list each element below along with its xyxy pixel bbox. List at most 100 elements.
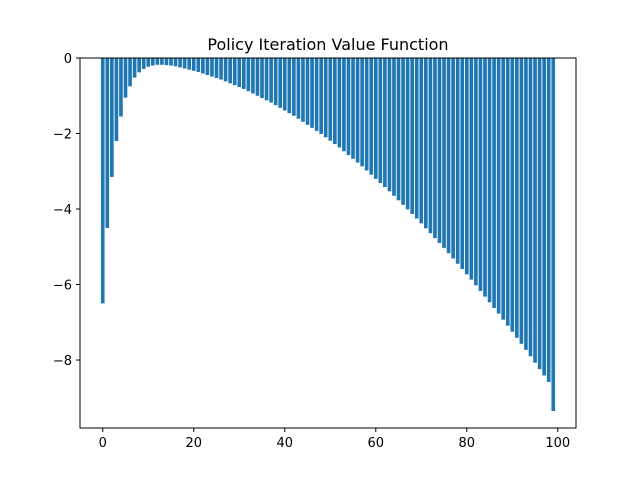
x-tick-label: 60 xyxy=(368,436,385,451)
bar-9 xyxy=(141,58,146,69)
bar-36 xyxy=(264,58,269,101)
bar-93 xyxy=(524,58,528,350)
bar-72 xyxy=(428,58,433,234)
bar-26 xyxy=(219,58,223,80)
bar-47 xyxy=(314,58,319,131)
bar-14 xyxy=(164,58,169,66)
bar-0 xyxy=(100,58,105,304)
bar-73 xyxy=(433,58,437,239)
bar-65 xyxy=(396,58,401,201)
bar-88 xyxy=(501,58,506,320)
bar-22 xyxy=(201,58,205,74)
bar-79 xyxy=(460,58,465,270)
bar-41 xyxy=(287,58,292,114)
bar-64 xyxy=(392,58,396,196)
bar-83 xyxy=(478,58,483,291)
bar-40 xyxy=(282,58,287,111)
plot-frame xyxy=(79,57,577,429)
bar-49 xyxy=(323,58,328,138)
bar-46 xyxy=(310,58,314,128)
bar-33 xyxy=(251,58,255,94)
bar-59 xyxy=(369,58,374,175)
x-axis-ticks: 0 20 40 60 80 100 xyxy=(99,428,570,451)
bar-62 xyxy=(383,58,387,188)
bar-12 xyxy=(155,58,160,65)
bar-28 xyxy=(228,58,232,84)
bar-84 xyxy=(483,58,487,297)
bar-37 xyxy=(269,58,273,103)
bar-66 xyxy=(401,58,405,205)
bar-78 xyxy=(455,58,460,264)
bar-25 xyxy=(214,58,219,79)
bar-80 xyxy=(464,58,469,275)
bar-21 xyxy=(196,58,201,72)
bar-87 xyxy=(496,58,501,314)
bar-58 xyxy=(364,58,369,171)
chart-title: Policy Iteration Value Function xyxy=(207,35,448,54)
bar-89 xyxy=(505,58,510,326)
bar-45 xyxy=(305,58,310,125)
bar-20 xyxy=(191,58,196,71)
y-axis-ticks: 0 −2 −4 −6 −8 xyxy=(53,52,80,369)
bar-61 xyxy=(378,58,383,183)
bar-1 xyxy=(105,58,110,228)
bar-11 xyxy=(150,58,155,66)
bar-50 xyxy=(328,58,333,141)
y-tick-label: −4 xyxy=(53,203,72,218)
bar-51 xyxy=(333,58,337,145)
x-tick-label: 20 xyxy=(185,436,202,451)
bar-69 xyxy=(414,58,419,219)
y-tick-label: −8 xyxy=(53,354,72,369)
bar-60 xyxy=(373,58,378,179)
bar-44 xyxy=(301,58,305,122)
bar-29 xyxy=(232,58,237,86)
y-tick-label: −2 xyxy=(53,128,72,143)
bar-24 xyxy=(210,58,214,77)
bar-18 xyxy=(182,58,187,69)
bar-48 xyxy=(319,58,323,134)
bar-55 xyxy=(351,58,355,159)
bar-19 xyxy=(187,58,192,70)
bar-76 xyxy=(446,58,451,254)
x-tick-label: 40 xyxy=(276,436,293,451)
bar-77 xyxy=(451,58,455,259)
bar-30 xyxy=(237,58,242,88)
bar-23 xyxy=(205,58,210,75)
x-tick-label: 80 xyxy=(459,436,476,451)
bar-91 xyxy=(515,58,519,338)
bar-57 xyxy=(360,58,364,167)
bar-10 xyxy=(146,58,151,67)
bar-32 xyxy=(246,58,251,92)
bar-95 xyxy=(533,58,537,363)
bar-85 xyxy=(487,58,492,303)
bar-42 xyxy=(292,58,296,116)
bar-52 xyxy=(337,58,342,148)
bar-43 xyxy=(296,58,301,119)
y-tick-label: 0 xyxy=(64,52,72,67)
x-tick-label: 0 xyxy=(99,436,107,451)
bar-81 xyxy=(469,58,474,280)
bar-99 xyxy=(551,58,556,412)
bar-90 xyxy=(510,58,515,332)
bar-94 xyxy=(528,58,533,357)
bars-group xyxy=(100,58,556,412)
bar-82 xyxy=(474,58,478,286)
bar-67 xyxy=(405,58,410,210)
bar-7 xyxy=(132,58,137,78)
bar-75 xyxy=(442,58,446,248)
bar-98 xyxy=(546,58,551,382)
bar-3 xyxy=(114,58,119,142)
bar-39 xyxy=(278,58,283,108)
bar-8 xyxy=(137,58,141,73)
y-tick-label: −6 xyxy=(53,279,72,294)
bar-63 xyxy=(387,58,392,192)
bar-27 xyxy=(223,58,228,82)
bar-34 xyxy=(255,58,260,96)
bar-4 xyxy=(119,58,123,117)
bar-31 xyxy=(242,58,246,89)
bar-86 xyxy=(492,58,496,308)
bar-68 xyxy=(410,58,414,214)
bar-2 xyxy=(110,58,114,177)
bar-96 xyxy=(537,58,542,370)
